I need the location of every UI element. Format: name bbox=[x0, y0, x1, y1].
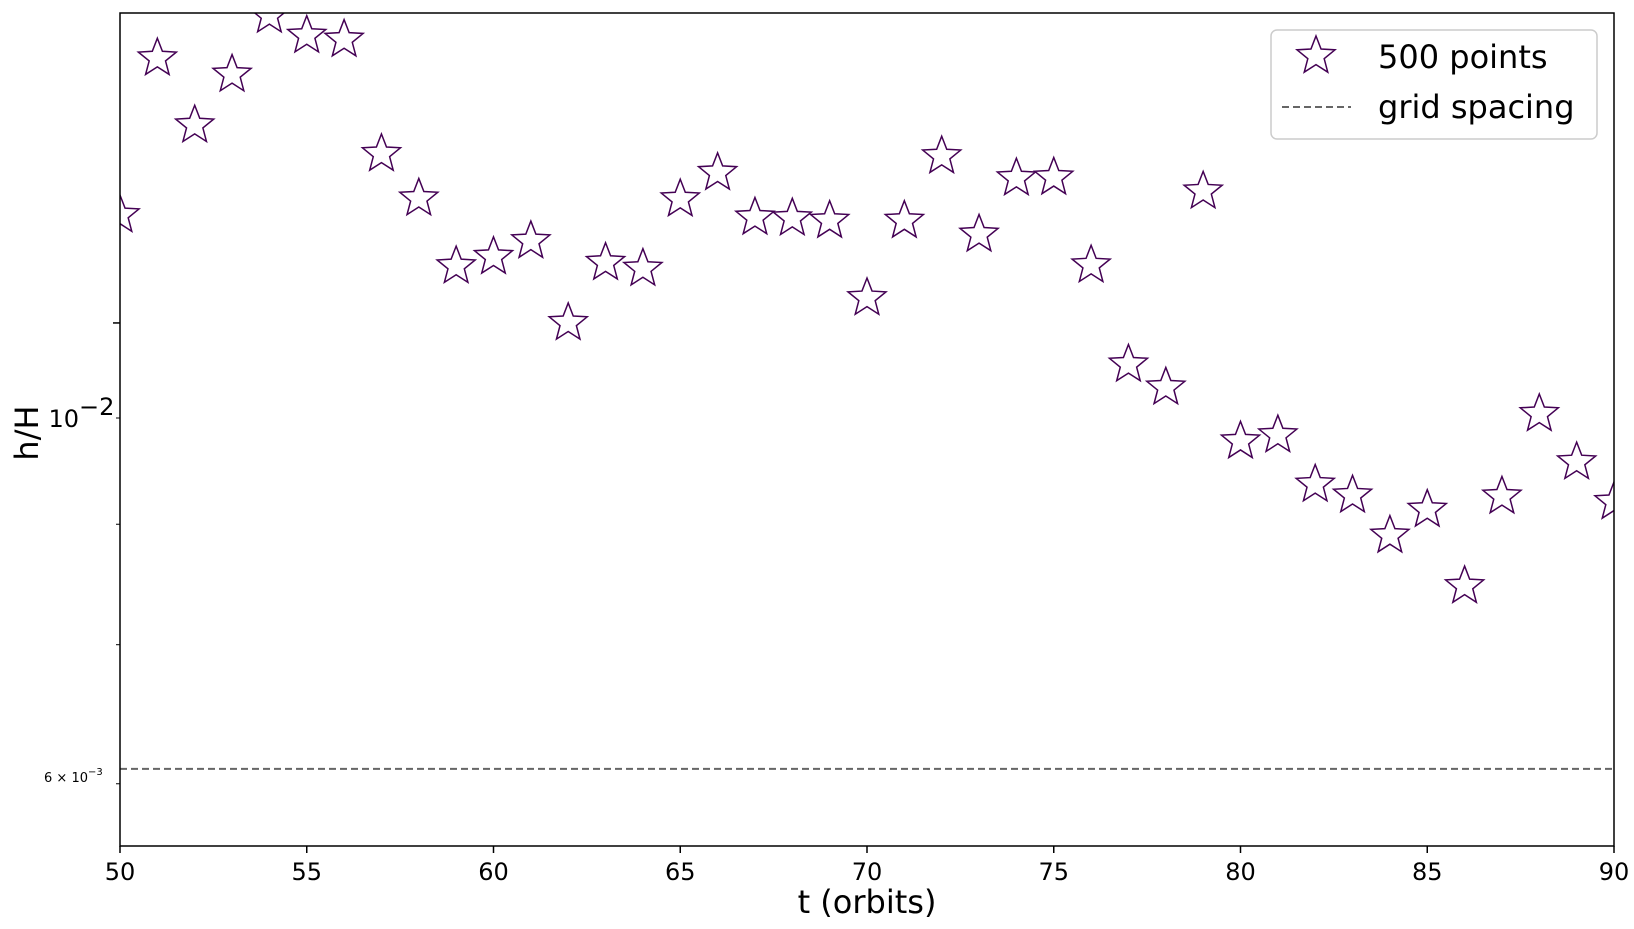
data-point-star bbox=[1182, 169, 1225, 210]
data-point-star bbox=[1256, 413, 1299, 454]
x-axis-ticks: 50 55 60 65 70 75 80 85 90 bbox=[105, 846, 1630, 886]
legend-label-500-points: 500 points bbox=[1378, 38, 1548, 76]
legend-box bbox=[1270, 29, 1598, 140]
legend-star-icon bbox=[1295, 33, 1337, 74]
data-point-star bbox=[1593, 479, 1614, 520]
data-point-star bbox=[958, 212, 1001, 253]
x-tick-label: 60 bbox=[478, 858, 509, 886]
y-major-tick-label: 10 −2 bbox=[48, 393, 114, 433]
plot-frame bbox=[119, 12, 1615, 847]
legend-star-marker bbox=[1295, 33, 1337, 74]
data-point-star bbox=[584, 240, 627, 281]
data-point-star bbox=[771, 196, 814, 237]
data-point-star bbox=[1070, 243, 1113, 284]
data-point-star bbox=[397, 176, 440, 217]
legend: 500 points grid spacing bbox=[1270, 29, 1598, 140]
x-tick-label: 55 bbox=[291, 858, 322, 886]
data-point-star bbox=[1443, 564, 1486, 604]
data-points-layer bbox=[120, 13, 1614, 604]
data-point-star bbox=[659, 177, 702, 218]
y-minor-tick-label: 6 × 10 −3 bbox=[44, 767, 103, 786]
data-point-star bbox=[509, 219, 552, 259]
y-axis-label: h/H bbox=[8, 405, 46, 460]
data-point-star bbox=[1107, 342, 1150, 383]
data-point-star bbox=[1368, 513, 1411, 554]
data-point-star bbox=[995, 156, 1038, 197]
data-point-star bbox=[173, 103, 216, 144]
x-tick-label: 75 bbox=[1038, 858, 1069, 886]
x-axis-label: t (orbits) bbox=[798, 883, 937, 921]
legend-label-grid-spacing: grid spacing bbox=[1378, 88, 1575, 126]
x-tick-label: 70 bbox=[852, 858, 883, 886]
data-point-star bbox=[920, 134, 963, 175]
svg-text:−3: −3 bbox=[88, 767, 103, 778]
data-point-star bbox=[808, 198, 851, 239]
data-point-star bbox=[323, 17, 366, 58]
x-tick-label: 80 bbox=[1225, 858, 1256, 886]
data-point-star bbox=[1406, 487, 1449, 528]
data-point-star bbox=[883, 198, 926, 239]
data-point-star bbox=[1480, 474, 1523, 515]
data-point-star bbox=[1144, 365, 1187, 406]
data-point-star bbox=[621, 246, 664, 287]
data-point-star bbox=[1518, 391, 1561, 432]
data-point-star bbox=[285, 13, 328, 54]
data-point-star bbox=[360, 131, 403, 172]
data-point-star bbox=[211, 52, 254, 93]
svg-text:−2: −2 bbox=[79, 393, 114, 421]
svg-text:6 × 10: 6 × 10 bbox=[44, 771, 88, 786]
data-point-star bbox=[472, 234, 515, 275]
svg-text:10: 10 bbox=[48, 405, 79, 433]
data-point-star bbox=[547, 300, 590, 341]
data-point-star bbox=[846, 275, 888, 316]
x-tick-label: 90 bbox=[1599, 858, 1630, 886]
data-point-star bbox=[1294, 462, 1337, 503]
data-point-star bbox=[696, 150, 739, 191]
data-point-star bbox=[733, 195, 776, 236]
data-point-star bbox=[1032, 155, 1075, 196]
x-tick-label: 65 bbox=[665, 858, 696, 886]
data-point-star bbox=[120, 193, 141, 233]
data-point-star bbox=[253, 13, 286, 34]
x-tick-label: 85 bbox=[1412, 858, 1443, 886]
data-point-star bbox=[136, 36, 179, 77]
data-point-star bbox=[435, 244, 478, 284]
data-point-star bbox=[1331, 473, 1374, 514]
data-point-star bbox=[1219, 419, 1262, 460]
x-tick-label: 50 bbox=[105, 858, 136, 886]
data-point-star bbox=[1555, 440, 1598, 481]
